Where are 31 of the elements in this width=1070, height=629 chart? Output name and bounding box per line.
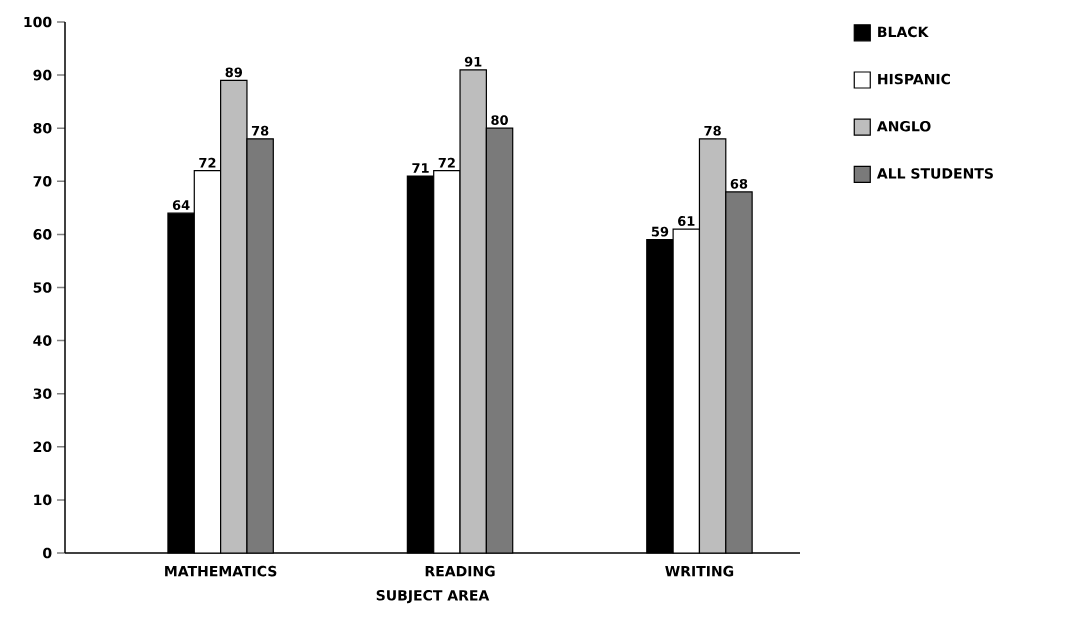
- legend-label: BLACK: [878, 26, 929, 38]
- y-tick-label: 100: [24, 16, 52, 28]
- data-label: 78: [704, 125, 721, 136]
- data-label: 59: [651, 226, 669, 237]
- x-tick-label: READING: [425, 565, 495, 577]
- x-tick-label: MATHEMATICS: [165, 565, 277, 577]
- y-tick-label: 80: [33, 122, 52, 134]
- y-tick-label: 0: [43, 547, 52, 559]
- data-label: 72: [438, 157, 455, 168]
- y-tick-label: 60: [33, 229, 52, 240]
- y-tick-label: 10: [34, 494, 52, 506]
- data-label: 71: [412, 163, 429, 173]
- data-label: 80: [491, 115, 508, 125]
- data-label: 78: [251, 125, 269, 136]
- x-tick-label: WRITING: [665, 565, 734, 577]
- data-label: 68: [730, 178, 748, 189]
- y-tick-label: 50: [33, 282, 52, 293]
- y-tick-label: 30: [33, 388, 52, 399]
- y-tick-label: 90: [33, 69, 52, 81]
- x-axis-title: SUBJECT AREA: [376, 589, 490, 604]
- legend-label: ALL STUDENTS: [876, 168, 993, 179]
- legend-label: ANGLO: [876, 120, 931, 132]
- data-label: 89: [225, 67, 243, 78]
- data-label: 72: [199, 157, 216, 168]
- y-tick-label: 40: [33, 335, 52, 346]
- y-tick-label: 70: [33, 175, 52, 187]
- data-label: 64: [172, 200, 190, 210]
- legend-label: HISPANIC: [878, 73, 950, 85]
- data-label: 61: [678, 216, 695, 226]
- y-tick-label: 20: [33, 441, 52, 453]
- data-label: 91: [464, 56, 482, 67]
